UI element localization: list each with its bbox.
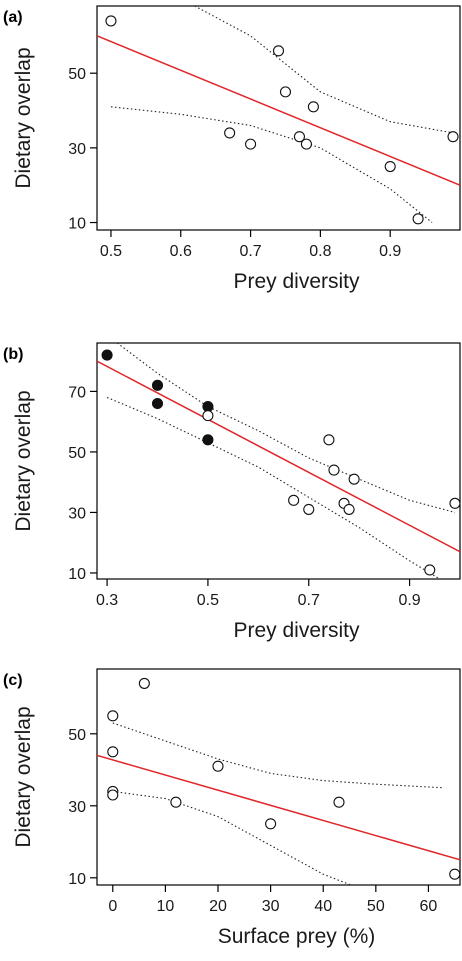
chart-panel-b: 0.3 0.5 0.7 0.9 10 30 50 70 Prey diversity Dietar… bbox=[3, 342, 461, 642]
chart-panel-a: 0.5 0.6 0.7 0.8 0.9 10 30 50 Prey diversity Dieta… bbox=[3, 5, 461, 293]
y-axis-label: Dietary overlap bbox=[12, 706, 35, 847]
y-tick-label: 30 bbox=[68, 505, 86, 522]
ci-upper-line bbox=[116, 343, 456, 513]
data-point bbox=[307, 101, 319, 113]
data-point bbox=[424, 564, 436, 576]
data-point bbox=[202, 410, 214, 422]
x-tick-label: 20 bbox=[209, 898, 227, 915]
x-axis-label: Prey diversity bbox=[233, 270, 360, 293]
data-point bbox=[384, 160, 396, 173]
plot-frame bbox=[96, 342, 461, 580]
plot-frame bbox=[96, 668, 461, 886]
data-point bbox=[328, 464, 340, 476]
y-tick-label: 50 bbox=[68, 445, 86, 462]
data-point bbox=[170, 796, 182, 808]
data-point bbox=[107, 710, 119, 722]
panel-label: (a) bbox=[3, 9, 23, 26]
data-point bbox=[138, 677, 150, 689]
x-tick-label: 10 bbox=[156, 898, 174, 915]
ci-lower-line bbox=[112, 790, 353, 885]
fit-line bbox=[97, 360, 460, 553]
x-tick-label: 0.9 bbox=[379, 243, 401, 260]
data-point bbox=[279, 86, 292, 98]
data-point-filled bbox=[202, 434, 214, 446]
data-point bbox=[300, 138, 312, 150]
fit-line bbox=[97, 754, 460, 861]
x-tick-label: 0.6 bbox=[170, 243, 192, 260]
y-tick-label: 10 bbox=[68, 871, 86, 888]
plot-area bbox=[97, 722, 460, 885]
x-tick-label: 60 bbox=[420, 898, 438, 915]
data-point bbox=[107, 789, 119, 801]
x-tick-label: 0 bbox=[108, 898, 117, 915]
x-tick-label: 0.5 bbox=[100, 243, 122, 260]
x-axis-label: Prey diversity bbox=[233, 619, 360, 642]
y-tick-label: 10 bbox=[68, 566, 86, 583]
y-tick-label: 50 bbox=[68, 727, 86, 744]
ci-lower-line bbox=[106, 396, 441, 579]
data-point-filled bbox=[151, 397, 164, 410]
x-tick-label: 40 bbox=[314, 898, 332, 915]
x-tick-label: 30 bbox=[262, 898, 280, 915]
data-point bbox=[265, 818, 277, 830]
ci-upper-line bbox=[112, 722, 445, 789]
data-point bbox=[212, 760, 224, 772]
data-point bbox=[449, 497, 461, 509]
chart-panel-c: 0 10 20 30 40 50 60 10 30 50 Surface prey (%) Dieta… bbox=[3, 668, 461, 948]
data-point bbox=[323, 434, 335, 446]
data-point bbox=[348, 473, 360, 485]
ci-lower-line bbox=[110, 106, 433, 223]
plot-area bbox=[97, 6, 460, 223]
y-tick-label: 10 bbox=[68, 216, 86, 233]
data-point bbox=[447, 131, 459, 143]
plot-area bbox=[97, 343, 460, 579]
data-point-filled bbox=[202, 400, 214, 413]
x-tick-label: 50 bbox=[367, 898, 385, 915]
data-point bbox=[412, 213, 424, 225]
data-point bbox=[333, 796, 345, 808]
x-tick-label: 0.5 bbox=[197, 592, 219, 609]
ci-upper-line bbox=[194, 6, 454, 134]
fit-line bbox=[97, 35, 460, 186]
y-tick-label: 70 bbox=[68, 384, 86, 401]
x-tick-label: 0.8 bbox=[309, 243, 331, 260]
panel-label: (c) bbox=[3, 672, 23, 689]
data-point-filled bbox=[151, 379, 164, 391]
y-tick-label: 30 bbox=[68, 799, 86, 816]
panel-label: (b) bbox=[3, 346, 23, 363]
data-point bbox=[293, 131, 305, 143]
y-tick-label: 50 bbox=[68, 66, 86, 83]
data-point bbox=[245, 138, 257, 150]
y-tick-label: 30 bbox=[68, 141, 86, 158]
data-point bbox=[449, 868, 461, 880]
x-tick-label: 0.7 bbox=[298, 592, 320, 609]
plot-frame bbox=[96, 5, 461, 231]
data-point bbox=[303, 503, 315, 515]
data-point-filled bbox=[101, 349, 113, 361]
data-point bbox=[107, 746, 119, 758]
data-point bbox=[288, 494, 300, 506]
y-axis-label: Dietary overlap bbox=[12, 390, 35, 531]
x-tick-label: 0.3 bbox=[96, 592, 118, 609]
y-axis-label: Dietary overlap bbox=[12, 47, 35, 188]
x-tick-label: 0.7 bbox=[239, 243, 261, 260]
data-point bbox=[224, 127, 236, 139]
data-point bbox=[272, 45, 285, 57]
x-tick-label: 0.9 bbox=[398, 592, 420, 609]
x-axis-label: Surface prey (%) bbox=[218, 925, 376, 948]
data-point bbox=[343, 503, 355, 515]
data-point bbox=[105, 15, 117, 27]
